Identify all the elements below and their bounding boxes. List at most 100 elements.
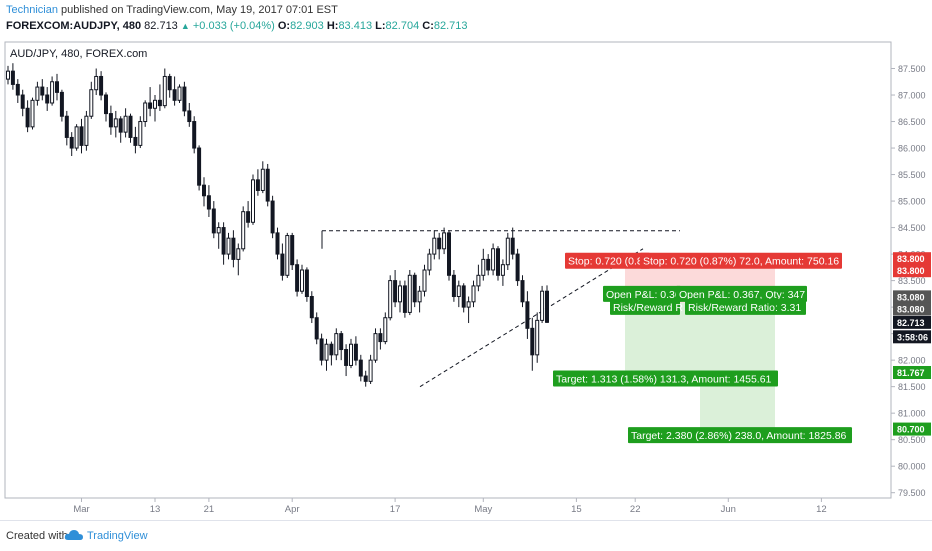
candle-body (35, 86, 40, 101)
candle-body (55, 81, 59, 93)
price-tick-label: 87.000 (898, 91, 926, 101)
candle-body (89, 89, 94, 117)
candle-body (515, 253, 520, 282)
candle-body (10, 70, 15, 85)
price-tick-label: 82.000 (898, 356, 926, 366)
candle-body (20, 94, 25, 109)
candle-body (197, 147, 202, 186)
candle-body (344, 349, 349, 366)
stop-label-b: Stop: 0.720 (0.87%) 72.0, Amount: 750.16 (643, 256, 839, 268)
candle-body (260, 168, 265, 191)
pnl-label-b: Open P&L: 0.367, Qty: 347 (679, 289, 805, 301)
candle-body (339, 333, 344, 351)
candle-body (324, 343, 329, 361)
candle-body (133, 136, 138, 146)
time-tick-label: 13 (150, 504, 161, 515)
candle-body (300, 269, 304, 292)
time-tick-label: Apr (285, 504, 300, 515)
candle-body (123, 115, 128, 133)
candle-body (251, 179, 255, 223)
stop-label-a-bg (565, 252, 650, 269)
position-labels: Stop: 0.720 (0.8 Stop: 0.720 (0.87%) 72.0… (553, 252, 852, 444)
candle-body (466, 301, 471, 308)
stop-label-a: Stop: 0.720 (0.8 (568, 256, 643, 268)
tradingview-link[interactable]: TradingView (87, 530, 148, 542)
price-tick-label: 87.500 (898, 64, 926, 74)
candle-body (491, 248, 496, 271)
candle-body (255, 179, 260, 191)
time-tick-label: 22 (630, 504, 641, 515)
candle-body (451, 274, 456, 298)
price-tick-label: 86.500 (898, 117, 926, 127)
candle-body (309, 296, 314, 319)
candle-body (481, 258, 486, 276)
candle-body (388, 280, 393, 319)
footer: Created with TradingView (0, 520, 932, 551)
candle-body (383, 317, 388, 343)
candle-body (285, 235, 290, 276)
candle-body (40, 86, 45, 96)
rr-label-b-bg (685, 298, 806, 315)
candle-body (417, 290, 422, 303)
target-label-a: Target: 1.313 (1.58%) 131.3, Amount: 145… (556, 373, 772, 385)
candle-body (148, 102, 153, 109)
candle-body (486, 258, 491, 271)
time-tick-label: Jun (721, 504, 736, 515)
candle-body (182, 86, 187, 112)
candle-body (447, 232, 451, 276)
quote-line: FOREXCOM:AUDJPY, 480 82.713 ▲ +0.033 (+0… (6, 20, 468, 32)
price-tick-label: 80.000 (898, 462, 926, 472)
candle-body (45, 94, 50, 104)
price-marker-label: 3:58:06 (897, 332, 928, 342)
close-label: C: (422, 20, 434, 32)
candle-body (99, 75, 104, 96)
author-link[interactable]: Technician (6, 4, 58, 16)
candle-body (349, 343, 353, 366)
candle-body (231, 237, 236, 260)
price-marker-bg (893, 315, 931, 329)
price-chart[interactable]: AUD/JPY, 480, FOREX.com Stop: 0.720 (0.8… (0, 40, 932, 520)
candle-body (442, 232, 447, 250)
candle-body (476, 274, 481, 287)
price-tick-label: 85.500 (898, 170, 926, 180)
candle-body (432, 237, 437, 255)
rr-label-b: Risk/Reward Ratio: 3.31 (688, 302, 801, 314)
candle-body (353, 343, 358, 361)
price-marker-bg (893, 422, 931, 436)
price-marker-label: 82.713 (897, 318, 925, 328)
candle-body (143, 102, 148, 123)
candle-body (104, 94, 108, 115)
price-markers: 83.800 83.800 83.080 83.080 82.713 3:58:06 81.… (893, 252, 931, 436)
candle-body (422, 269, 427, 292)
target-label-b-bg (628, 427, 852, 444)
tradingview-cloud-icon (64, 530, 83, 540)
up-arrow-icon: ▲ (180, 21, 190, 31)
candle-body (59, 91, 64, 117)
candle-body (172, 89, 177, 101)
candle-body (402, 285, 407, 313)
time-tick-label: May (474, 504, 492, 515)
candle-body (304, 269, 309, 298)
candle-body (6, 70, 10, 80)
candle-body (211, 208, 216, 234)
time-axis[interactable]: Mar 13 21 Apr 17 May 15 22 Jun 12 (73, 498, 827, 515)
candle-body (69, 136, 74, 149)
candle-body (471, 285, 476, 303)
candle-body (398, 285, 402, 303)
candle-body (530, 327, 535, 356)
candle-body (407, 274, 412, 313)
candle-body (437, 237, 442, 250)
candle-body (500, 264, 505, 276)
price-marker-label: 83.080 (897, 304, 925, 314)
candle-body (505, 237, 510, 266)
candle-body (373, 333, 378, 361)
candle-body (30, 99, 35, 128)
price-marker-bg (893, 330, 931, 344)
high-value: 83.413 (338, 20, 373, 32)
publish-info: Technician published on TradingView.com,… (6, 4, 338, 16)
last-price: 82.713 (144, 20, 178, 32)
price-marker-label: 83.800 (897, 266, 925, 276)
candle-body (319, 338, 324, 361)
candle-body (74, 126, 79, 149)
candle-body (216, 227, 221, 234)
